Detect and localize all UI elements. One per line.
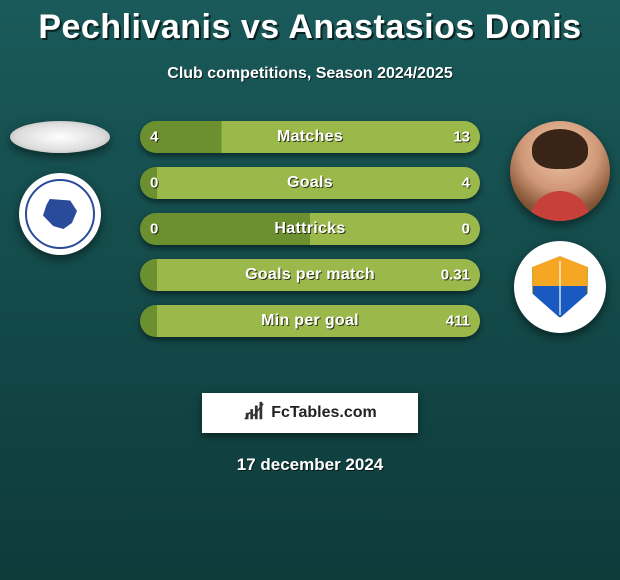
- bar-chart-icon: [243, 400, 265, 427]
- stat-value-left: 0: [150, 221, 158, 238]
- club-badge-left-map-icon: [43, 199, 77, 229]
- stat-label: Goals: [287, 174, 333, 192]
- stat-bar: Goals per match 0.31: [140, 259, 480, 291]
- stat-label: Min per goal: [261, 312, 359, 330]
- stat-value-left: 4: [150, 129, 158, 146]
- stat-value-right: 0: [462, 221, 470, 238]
- stat-label: Hattricks: [274, 220, 345, 238]
- club-badge-left: [19, 173, 101, 255]
- stat-value-left: 0: [150, 175, 158, 192]
- player-avatar-right: [510, 121, 610, 221]
- stat-bar: 0 Goals 4: [140, 167, 480, 199]
- stat-value-right: 13: [453, 129, 470, 146]
- player-avatar-left: [10, 121, 110, 153]
- stat-value-right: 4: [462, 175, 470, 192]
- stat-value-right: 0.31: [441, 267, 470, 284]
- left-column: [10, 121, 110, 255]
- stat-label: Matches: [277, 128, 343, 146]
- page-title: Pechlivanis vs Anastasios Donis: [0, 0, 620, 47]
- brand-badge: FcTables.com: [202, 393, 418, 433]
- stat-bar: 4 Matches 13: [140, 121, 480, 153]
- club-badge-right: [514, 241, 606, 333]
- stat-bar: Min per goal 411: [140, 305, 480, 337]
- stat-bar: 0 Hattricks 0: [140, 213, 480, 245]
- stat-label: Goals per match: [245, 266, 375, 284]
- right-column: [510, 121, 610, 333]
- comparison-area: 4 Matches 13 0 Goals 4 0 Hattricks 0 Goals per ma…: [0, 121, 620, 371]
- stat-value-right: 411: [446, 313, 470, 330]
- brand-text: FcTables.com: [271, 404, 377, 422]
- subtitle: Club competitions, Season 2024/2025: [0, 65, 620, 83]
- club-badge-right-shield-icon: [532, 256, 588, 318]
- footer-date: 17 december 2024: [0, 455, 620, 475]
- comparison-bars: 4 Matches 13 0 Goals 4 0 Hattricks 0 Goals per ma…: [140, 121, 480, 337]
